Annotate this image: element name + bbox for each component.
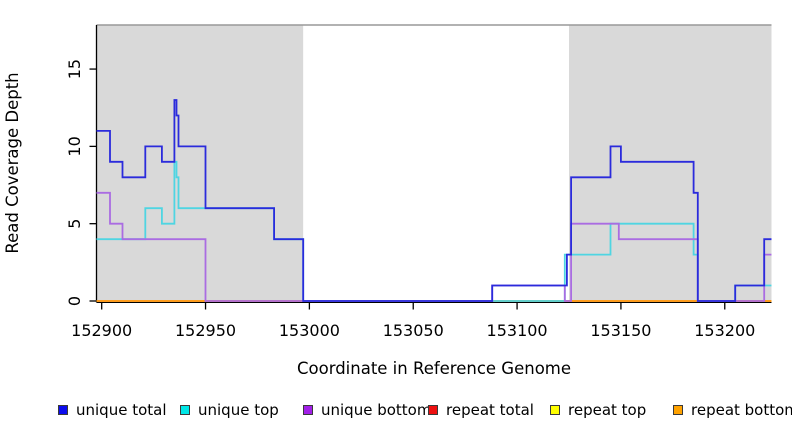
legend-item-unique-top: unique top — [180, 401, 279, 419]
legend-label: repeat total — [446, 401, 534, 419]
legend-label: unique total — [76, 401, 167, 419]
legend-swatch-icon — [180, 405, 190, 415]
y-tick-label: 15 — [65, 59, 84, 79]
legend-item-unique-bottom: unique bottom — [303, 401, 431, 419]
legend-item-unique-total: unique total — [58, 401, 167, 419]
legend-swatch-icon — [428, 405, 438, 415]
legend-label: repeat top — [568, 401, 647, 419]
series-line-unique-total — [96, 99, 772, 302]
legend-label: repeat bottom — [691, 401, 792, 419]
y-tick-label: 0 — [65, 296, 84, 306]
x-tick-label: 153200 — [694, 321, 755, 340]
legend-label: unique top — [198, 401, 279, 419]
legend-swatch-icon — [673, 405, 683, 415]
plot-legend: unique total unique top unique bottom repea… — [0, 401, 792, 421]
legend-swatch-icon — [550, 405, 560, 415]
legend-item-repeat-bottom: repeat bottom — [673, 401, 792, 419]
x-tick-label: 152950 — [175, 321, 236, 340]
x-tick-label: 152900 — [71, 321, 132, 340]
y-tick-label: 10 — [65, 136, 84, 156]
x-tick-label: 153050 — [383, 321, 444, 340]
x-tick-label: 153150 — [590, 321, 651, 340]
y-axis-title: Read Coverage Depth — [3, 72, 22, 253]
legend-swatch-icon — [303, 405, 313, 415]
legend-item-repeat-top: repeat top — [550, 401, 646, 419]
repeat-region-shading-1 — [96, 25, 304, 303]
x-tick-label: 153000 — [279, 321, 340, 340]
x-axis-title: Coordinate in Reference Genome — [297, 359, 571, 378]
x-tick-label: 153100 — [487, 321, 548, 340]
y-tick-label: 5 — [65, 219, 84, 229]
repeat-region-shading-2 — [569, 25, 772, 303]
legend-item-repeat-total: repeat total — [428, 401, 534, 419]
legend-swatch-icon — [58, 405, 68, 415]
legend-label: unique bottom — [321, 401, 432, 419]
